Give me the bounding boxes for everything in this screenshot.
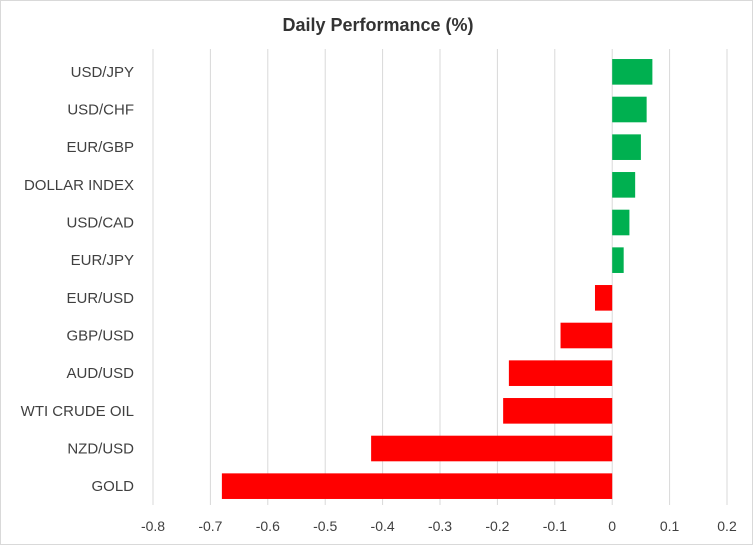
chart-title: Daily Performance (%) bbox=[282, 15, 473, 35]
x-tick-label: -0.4 bbox=[371, 518, 395, 534]
category-label: USD/CAD bbox=[66, 215, 134, 232]
bar bbox=[594, 285, 613, 311]
bar bbox=[612, 59, 653, 85]
x-tick-label: -0.7 bbox=[198, 518, 222, 534]
bar bbox=[508, 360, 613, 386]
x-tick-label: 0.1 bbox=[660, 518, 680, 534]
bar bbox=[612, 96, 647, 123]
x-tick-label: 0 bbox=[608, 518, 616, 534]
x-tick-label: 0.2 bbox=[717, 518, 737, 534]
bar bbox=[612, 172, 636, 198]
category-label: EUR/JPY bbox=[71, 252, 134, 269]
bar bbox=[560, 322, 613, 349]
category-label: USD/JPY bbox=[71, 64, 134, 81]
category-label: EUR/GBP bbox=[66, 139, 134, 156]
category-label: WTI CRUDE OIL bbox=[21, 403, 134, 420]
category-label: USD/CHF bbox=[67, 102, 134, 119]
x-tick-label: -0.2 bbox=[485, 518, 509, 534]
bar bbox=[612, 247, 624, 273]
category-label: GBP/USD bbox=[66, 328, 134, 345]
bar bbox=[612, 134, 641, 160]
bars bbox=[221, 59, 653, 499]
x-tick-label: -0.6 bbox=[256, 518, 280, 534]
x-tick-label: -0.3 bbox=[428, 518, 452, 534]
bar bbox=[503, 398, 613, 424]
category-label: EUR/USD bbox=[66, 290, 134, 307]
x-tick-label: -0.5 bbox=[313, 518, 337, 534]
category-label: NZD/USD bbox=[67, 441, 134, 458]
category-label: DOLLAR INDEX bbox=[24, 177, 134, 194]
category-labels: USD/JPY USD/CHF EUR/GBP DOLLAR INDEX USD/CAD… bbox=[21, 64, 135, 495]
x-tick-label: -0.8 bbox=[141, 518, 165, 534]
x-tick-label: -0.1 bbox=[543, 518, 567, 534]
gridlines bbox=[152, 49, 728, 505]
bar bbox=[612, 209, 630, 236]
bar bbox=[221, 473, 613, 499]
category-label: AUD/USD bbox=[66, 365, 134, 382]
category-label: GOLD bbox=[91, 478, 134, 495]
x-axis-ticks: -0.8 -0.7 -0.6 -0.5 -0.4 -0.3 -0.2 -0.1 0 0.1 0.2 bbox=[141, 518, 737, 534]
bar bbox=[371, 435, 613, 462]
